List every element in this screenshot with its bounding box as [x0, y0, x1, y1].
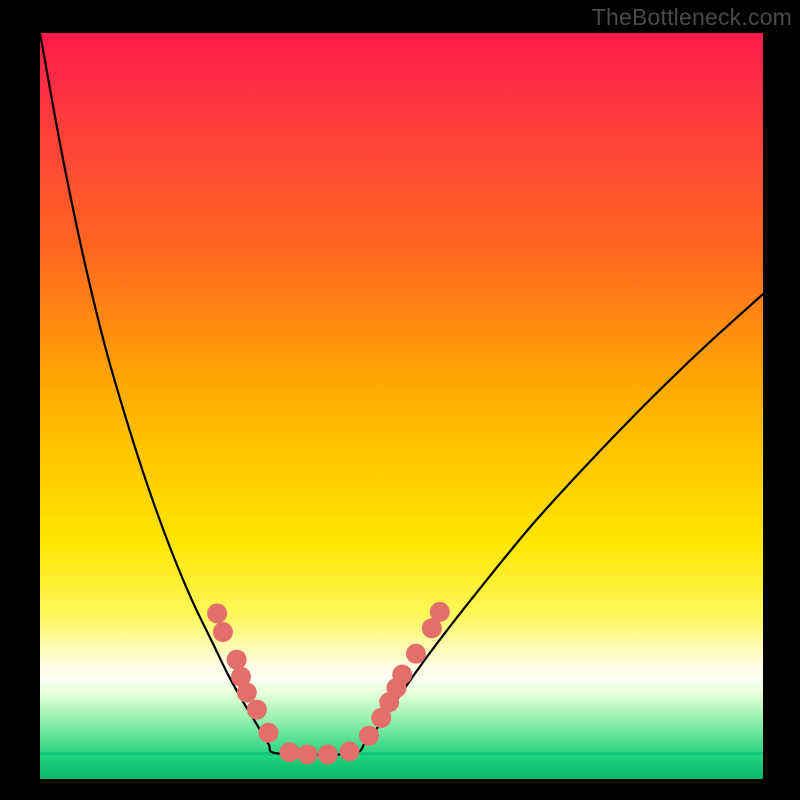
sample-dot [227, 650, 247, 670]
sample-dot [298, 744, 318, 764]
sample-dot [207, 603, 227, 623]
sample-dot [258, 723, 278, 743]
sample-dot [279, 742, 299, 762]
sample-dot [237, 682, 257, 702]
sample-dot [359, 726, 379, 746]
sample-dot [318, 744, 338, 764]
sample-dot [339, 741, 359, 761]
sample-dot [430, 602, 450, 622]
sample-dot [392, 665, 412, 685]
sample-dot [406, 644, 426, 664]
source-watermark: TheBottleneck.com [592, 4, 792, 31]
sample-dot [247, 700, 267, 720]
sample-dot [213, 622, 233, 642]
bottleneck-chart [0, 0, 800, 800]
